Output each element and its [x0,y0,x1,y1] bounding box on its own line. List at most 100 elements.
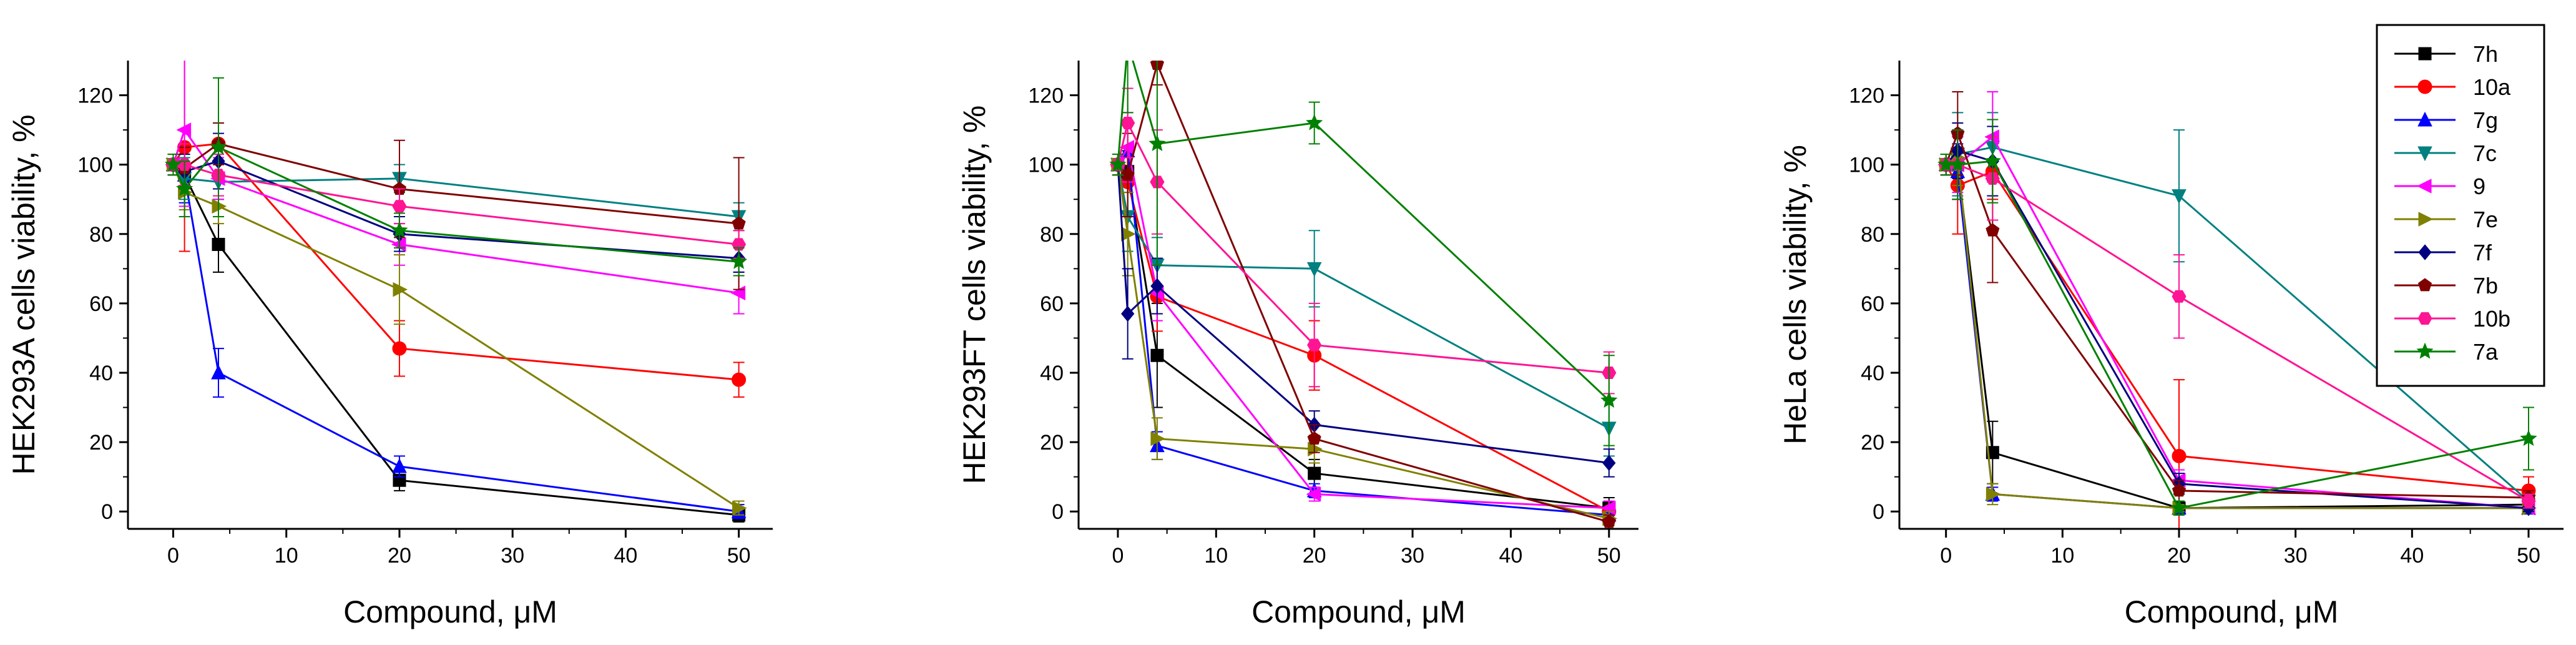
series-line-7f [1117,164,1609,464]
series-7a [164,77,748,277]
series-10a [165,61,747,398]
y-tick-label: 20 [1861,431,1884,455]
series-line-7c [1117,164,1610,430]
x-tick-label: 40 [2400,544,2424,568]
legend-label: 7b [2473,273,2498,298]
plot-area [164,61,748,523]
series-7e [1111,154,1617,526]
data-point-7b [1986,223,2000,237]
series-7h [166,154,746,523]
data-point-7f [1150,278,1164,294]
legend-marker-7b [2417,278,2432,292]
y-tick-label: 100 [77,154,113,177]
legend-entry-7c: 7c [2394,140,2497,166]
x-tick-label: 20 [388,544,411,568]
data-point-7a [176,180,193,197]
data-point-7h [1308,466,1321,480]
data-point-10a [2172,448,2187,463]
data-point-7g [211,364,226,380]
y-tick-label: 40 [1040,362,1064,385]
data-point-9 [176,122,192,137]
data-point-7b [2172,483,2187,497]
series-7g [1110,122,1617,523]
chart-panel-1: 0 10 20 30 40 50 0 20 40 60 80 100 120 Compound, μM HE… [6,61,773,629]
series-line-7f [172,160,739,260]
data-point-7a [2520,430,2537,446]
series-line-7g [172,164,739,513]
legend-label: 10b [2473,306,2510,332]
x-tick-label: 10 [1204,544,1228,568]
legend-entry-7b: 7b [2394,273,2498,298]
data-point-7a [1120,35,1135,49]
error-bar-7a [1122,61,1134,114]
x-tick-label: 0 [167,544,179,568]
legend-entry-9: 9 [2394,174,2485,199]
series-7c [1110,154,1617,457]
plot-area [1109,35,1618,529]
legend-label: 7a [2473,339,2499,365]
data-point-7e [1986,486,2001,502]
data-point-7c [2172,189,2187,204]
legend-marker-10b [2417,312,2432,325]
y-tick-label: 40 [89,362,113,385]
series-line-7b [173,142,739,225]
series-7f [166,132,746,273]
series-line-7h [172,164,739,516]
data-point-7e [393,282,408,297]
x-tick-label: 30 [501,544,524,568]
series-7a [1109,35,1618,446]
x-tick-label: 40 [1499,544,1523,568]
data-point-7a [164,155,182,172]
legend-label: 7f [2473,240,2492,265]
data-point-7a [2170,499,2188,516]
y-tick-label: 0 [101,500,113,524]
data-point-7f [1121,305,1135,322]
y-tick-label: 60 [1861,292,1884,316]
legend-label: 7h [2473,41,2498,67]
legend-marker-7a [2416,342,2434,359]
legend-entry-10b: 10b [2394,306,2510,332]
x-tick-label: 50 [1597,544,1621,568]
x-axis-title: Compound, μM [2125,594,2339,629]
x-tick-label: 20 [1303,544,1326,568]
y-tick-label: 60 [89,292,113,316]
y-axis-title: HeLa cells viability, % [1778,145,1813,445]
data-point-10b [2521,495,2536,508]
data-point-7b [732,216,746,230]
x-tick-label: 50 [2517,544,2540,568]
data-point-10b [1120,117,1135,129]
legend-marker-7e [2418,212,2434,227]
data-point-7h [1150,348,1164,362]
legend-entry-7f: 7f [2394,240,2492,265]
y-tick-label: 20 [1040,431,1064,455]
series-7a [1937,119,2537,516]
series-7b [166,122,746,290]
x-axis-title: Compound, μM [1251,594,1466,629]
legend-label: 7e [2473,207,2498,232]
data-point-7h [212,237,225,251]
legend-entry-10a: 10a [2394,74,2511,100]
legend-label: 7c [2473,140,2497,166]
y-tick-label: 100 [1028,154,1064,177]
y-axis-title: HEK293A cells viability, % [6,114,41,475]
data-point-7b [1307,431,1321,445]
series-line-7c [172,164,739,218]
legend-label: 10a [2473,74,2511,100]
x-tick-label: 0 [1112,544,1124,568]
y-tick-label: 80 [89,223,113,247]
data-point-10b [2172,290,2187,303]
data-point-7a [391,221,408,238]
y-tick-label: 0 [1052,500,1064,524]
y-tick-label: 60 [1040,292,1064,316]
x-axis-title: Compound, μM [343,594,557,629]
data-point-7a [210,138,227,155]
x-tick-label: 10 [275,544,298,568]
x-tick-label: 10 [2050,544,2074,568]
legend-label: 9 [2473,174,2485,199]
y-tick-label: 120 [1028,84,1064,108]
data-point-7a [1306,114,1323,130]
data-point-7a [1600,391,1618,408]
legend-marker-7g [2417,111,2432,127]
